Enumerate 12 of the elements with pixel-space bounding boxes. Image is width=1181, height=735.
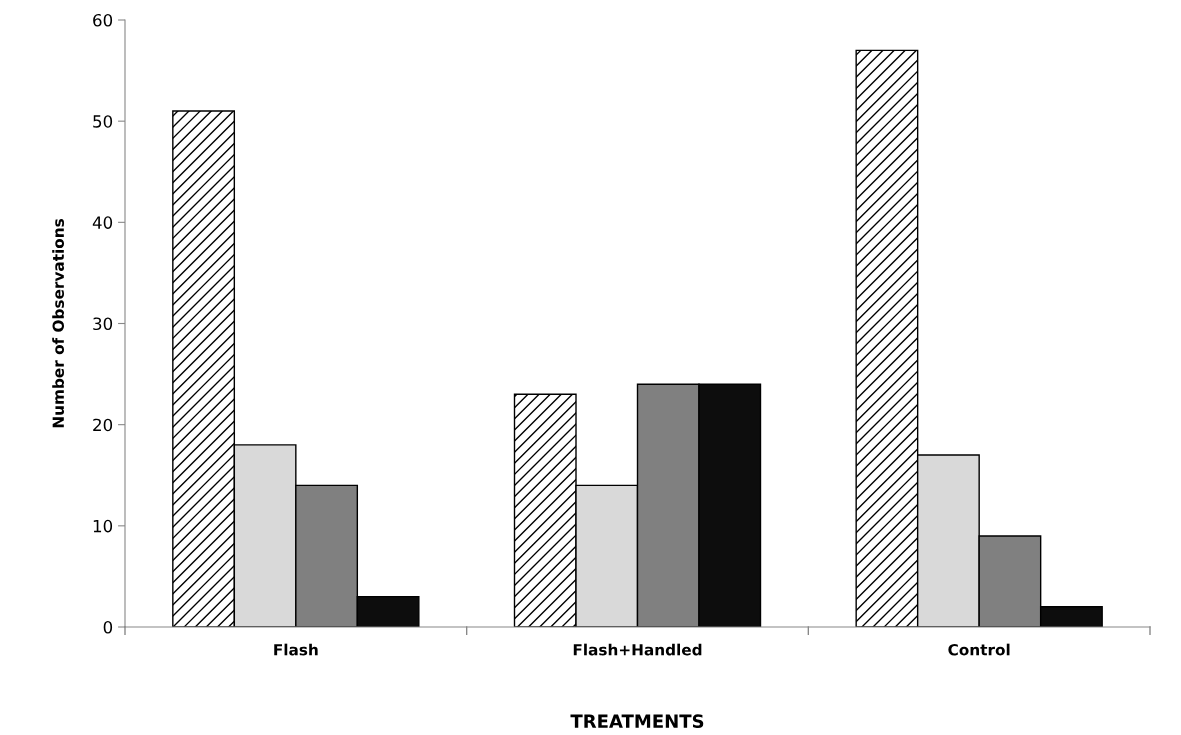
y-tick-label: 20: [93, 418, 113, 432]
x-axis-title: TREATMENTS: [570, 714, 704, 728]
y-tick-label: 40: [92, 216, 113, 229]
x-tick-label: Control: [948, 643, 1010, 656]
y-tick-label: 50: [93, 115, 113, 128]
x-tick-label: Flash: [274, 643, 318, 656]
y-tick-label: 0: [103, 620, 113, 634]
y-axis-title: Number of Observations: [52, 219, 65, 428]
x-tick-label: Flash+Handled: [573, 643, 702, 656]
y-tick-label: 10: [93, 519, 113, 533]
y-tick-label: 60: [93, 13, 113, 27]
y-tick-label: 30: [93, 317, 113, 331]
